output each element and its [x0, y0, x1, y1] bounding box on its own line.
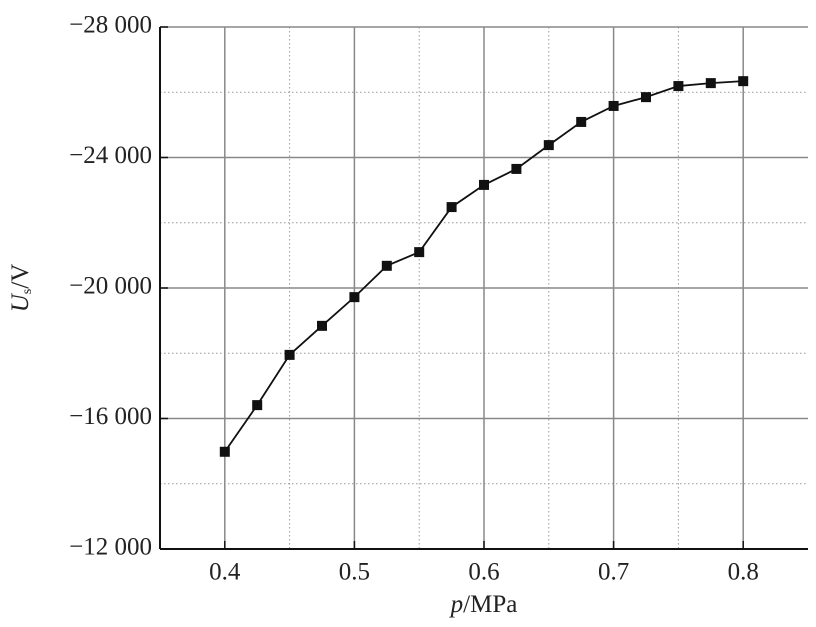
- y-tick-label: −24 000: [69, 142, 152, 169]
- x-tick-label: 0.5: [339, 559, 370, 586]
- y-tick-label: −12 000: [69, 534, 152, 561]
- y-tick-label: −28 000: [69, 12, 152, 39]
- data-point: [252, 400, 263, 411]
- x-label-var: p: [449, 591, 464, 618]
- y-label-unit: /V: [7, 264, 34, 289]
- data-point: [738, 76, 749, 87]
- y-label-var: U: [7, 292, 34, 312]
- data-point: [576, 116, 587, 127]
- x-label-unit: /MPa: [463, 591, 517, 618]
- x-tick-label: 0.7: [598, 559, 629, 586]
- data-point: [705, 78, 716, 89]
- y-axis-label: Us/V: [7, 264, 35, 313]
- data-point: [543, 140, 554, 151]
- data-point: [641, 92, 651, 103]
- x-tick-label: 0.4: [209, 559, 241, 586]
- data-point: [317, 320, 327, 331]
- data-point: [349, 292, 360, 303]
- x-tick-label: 0.8: [728, 559, 759, 586]
- x-tick-label: 0.6: [468, 559, 499, 586]
- y-tick-label: −20 000: [69, 273, 152, 300]
- data-point: [284, 349, 295, 360]
- data-point: [219, 446, 230, 457]
- x-axis-label: p/MPa: [449, 591, 518, 618]
- data-point: [673, 81, 684, 92]
- data-point: [511, 163, 522, 174]
- data-point: [479, 179, 489, 190]
- y-label-sub: s: [20, 289, 35, 294]
- data-point: [608, 100, 619, 111]
- data-point: [381, 260, 392, 271]
- data-point: [446, 202, 457, 213]
- y-tick-label: −16 000: [69, 403, 152, 430]
- data-point: [414, 247, 425, 258]
